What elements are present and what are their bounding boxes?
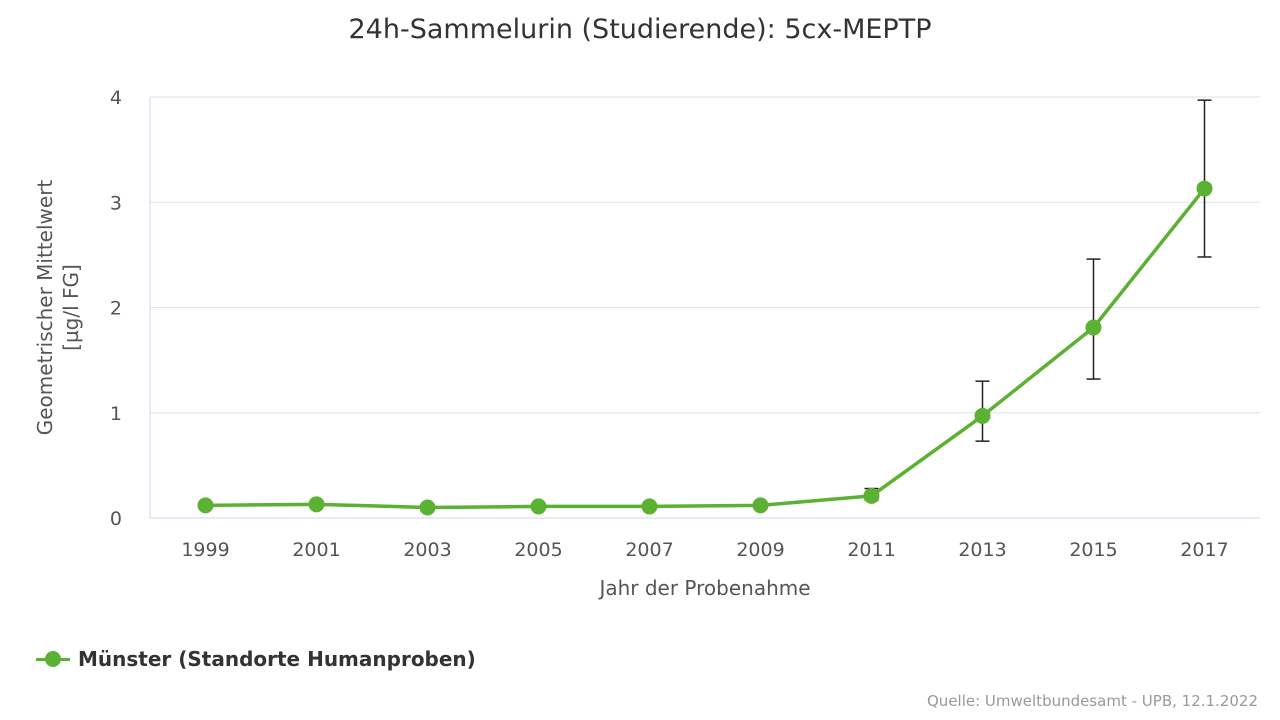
legend[interactable]: Münster (Standorte Humanproben) (36, 647, 476, 671)
legend-line-marker-icon (36, 649, 70, 669)
credits[interactable]: Quelle: Umweltbundesamt - UPB, 12.1.2022 (927, 692, 1258, 710)
y-axis-title-line: Geometrischer Mittelwert (33, 180, 57, 436)
data-point[interactable] (1085, 319, 1102, 336)
x-tick-label: 2009 (736, 539, 784, 561)
x-tick-label: 2011 (847, 539, 895, 561)
data-point[interactable] (641, 498, 658, 515)
x-tick-label: 2013 (958, 539, 1006, 561)
series-line (203, 186, 1207, 510)
y-tick-label: 3 (110, 192, 122, 214)
data-point[interactable] (974, 407, 991, 424)
x-tick-label: 2001 (292, 539, 340, 561)
legend-label: Münster (Standorte Humanproben) (78, 647, 476, 671)
x-tick-label: 1999 (181, 539, 229, 561)
data-point[interactable] (419, 499, 436, 516)
data-point[interactable] (308, 496, 325, 513)
chart-title: 24h-Sammelurin (Studierende): 5cx-MEPTP (348, 14, 932, 45)
error-bar (1086, 258, 1101, 380)
data-point[interactable] (863, 487, 880, 504)
x-tick-label: 2003 (403, 539, 451, 561)
data-point[interactable] (1196, 180, 1213, 197)
data-point[interactable] (752, 497, 769, 514)
x-axis-title: Jahr der Probenahme (597, 576, 810, 600)
data-point[interactable] (530, 498, 547, 515)
x-tick-label: 2005 (514, 539, 562, 561)
x-tick-label: 2015 (1069, 539, 1117, 561)
y-tick-label: 4 (110, 87, 122, 109)
x-tick-label: 2017 (1180, 539, 1228, 561)
data-point[interactable] (197, 497, 214, 514)
y-axis-title-line: [µg/l FG] (59, 264, 83, 351)
y-tick-label: 2 (110, 298, 122, 320)
y-axis-title: Geometrischer Mittelwert [µg/l FG] (33, 180, 83, 436)
error-bar (1197, 99, 1212, 258)
x-tick-label: 2007 (625, 539, 673, 561)
y-tick-label: 1 (110, 403, 122, 425)
y-tick-label: 0 (110, 508, 122, 530)
